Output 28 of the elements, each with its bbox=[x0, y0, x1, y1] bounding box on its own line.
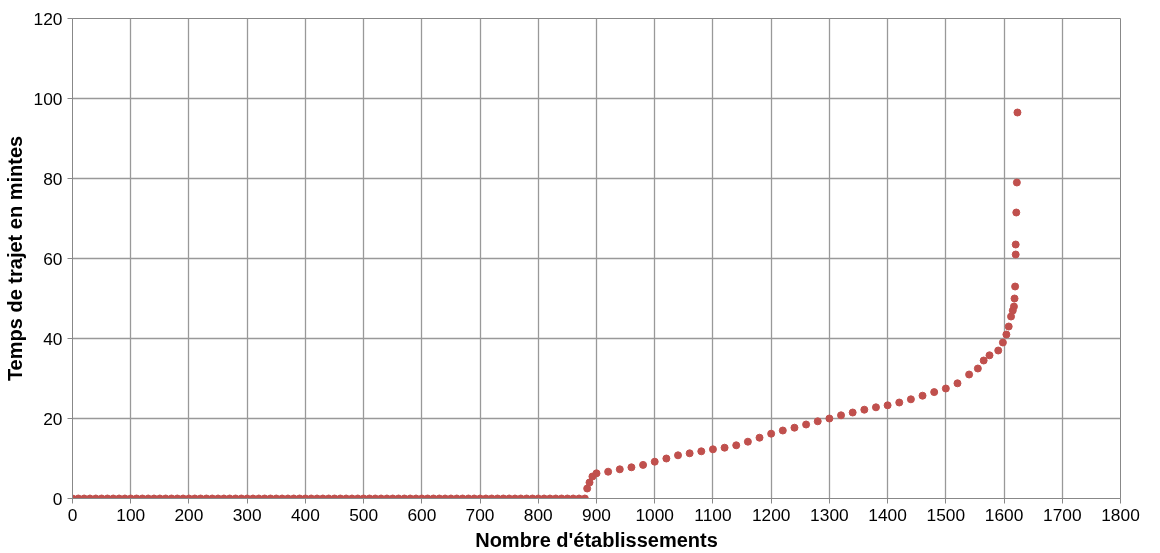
y-tick-label: 20 bbox=[43, 408, 63, 429]
x-tick-label: 1700 bbox=[1043, 504, 1082, 525]
x-tick-label: 1100 bbox=[694, 504, 732, 525]
x-tick-label: 1000 bbox=[635, 504, 675, 525]
x-tick-label: 1500 bbox=[926, 504, 966, 525]
x-axis-title: Nombre d'établissements bbox=[475, 528, 718, 551]
y-tick-label: 120 bbox=[33, 8, 63, 29]
x-tick-label: 400 bbox=[290, 504, 320, 525]
y-tick-label: 0 bbox=[52, 488, 63, 509]
x-tick-label: 1200 bbox=[751, 504, 791, 525]
x-tick-label: 100 bbox=[116, 504, 146, 525]
y-tick-label: 60 bbox=[43, 248, 63, 269]
x-tick-label: 0 bbox=[67, 504, 78, 525]
x-tick-label: 200 bbox=[174, 504, 204, 525]
x-tick-label: 300 bbox=[232, 504, 262, 525]
x-tick-label: 700 bbox=[465, 504, 495, 525]
x-tick-label: 900 bbox=[582, 504, 611, 525]
y-tick-label: 40 bbox=[43, 328, 63, 349]
x-tick-label: 1300 bbox=[810, 504, 849, 525]
y-axis-title: Temps de trajet en mintes bbox=[3, 135, 26, 382]
x-tick-label: 1400 bbox=[868, 504, 907, 525]
y-tick-label: 80 bbox=[43, 168, 63, 189]
x-tick-label: 600 bbox=[407, 504, 437, 525]
x-tick-label: 800 bbox=[523, 504, 553, 525]
y-tick-label: 100 bbox=[33, 88, 63, 109]
x-tick-label: 1800 bbox=[1101, 504, 1140, 525]
x-tick-label: 1600 bbox=[984, 504, 1024, 525]
x-tick-label: 500 bbox=[349, 504, 379, 525]
